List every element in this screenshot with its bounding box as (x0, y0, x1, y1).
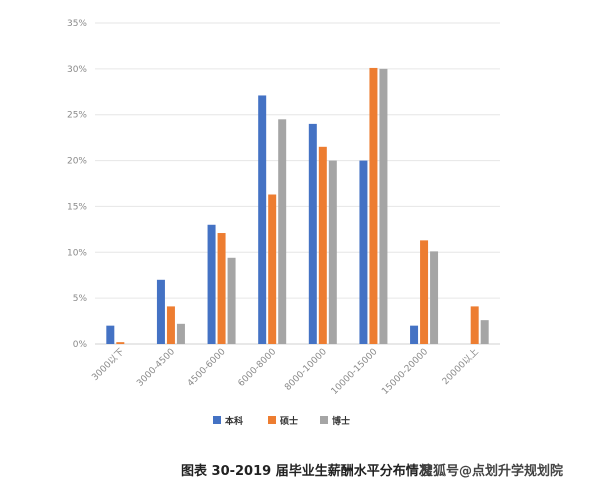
y-tick-label: 20% (67, 157, 87, 167)
legend-swatch-博士 (320, 416, 328, 424)
bars (106, 67, 489, 344)
bar-硕士-3000-4500 (166, 306, 175, 344)
y-axis-ticks: 0% 5% 10% 15% 20% 25% 30% 35% (67, 19, 87, 350)
bar-博士-10000-15000 (379, 68, 388, 344)
bar-本科-10000-15000 (359, 160, 368, 344)
bar-博士-6000-8000 (278, 119, 287, 344)
x-tick-label: 6000-8000 (237, 347, 279, 389)
y-tick-label: 30% (67, 65, 87, 75)
bar-硕士-6000-8000 (268, 194, 277, 344)
x-tick-label: 8000-10000 (283, 347, 329, 393)
gridlines (95, 22, 500, 345)
bar-硕士-8000-10000 (318, 146, 327, 344)
bar-博士-4500-6000 (227, 257, 236, 344)
y-tick-label: 0% (73, 340, 88, 350)
bar-博士-15000-20000 (430, 251, 439, 344)
legend-swatch-硕士 (268, 416, 276, 424)
x-tick-label: 10000-15000 (330, 347, 380, 397)
x-tick-label: 3000-4500 (135, 347, 177, 389)
y-tick-label: 15% (67, 202, 87, 212)
bar-本科-6000-8000 (258, 95, 267, 344)
bar-博士-8000-10000 (328, 160, 337, 344)
watermark: 搜狐号@点划升学规划院 (420, 464, 564, 479)
legend: 本科 硕士 博士 (213, 415, 350, 427)
bar-硕士-20000以上 (470, 306, 479, 344)
bar-本科-3000-4500 (156, 279, 165, 344)
bar-本科-8000-10000 (308, 123, 317, 344)
y-tick-label: 25% (67, 111, 87, 121)
y-tick-label: 35% (67, 19, 87, 29)
x-axis-ticks: 3000以下 3000-4500 4500-6000 6000-8000 8000-10… (90, 346, 480, 397)
bar-硕士-4500-6000 (217, 233, 226, 344)
bar-博士-3000-4500 (176, 323, 185, 344)
bar-硕士-10000-15000 (369, 67, 378, 344)
x-tick-label: 4500-6000 (186, 347, 228, 389)
legend-label: 博士 (332, 415, 350, 427)
legend-swatch-本科 (213, 416, 221, 424)
bar-博士-20000以上 (480, 320, 489, 344)
legend-label: 硕士 (280, 415, 298, 427)
bar-硕士-3000以下 (116, 342, 125, 344)
y-tick-label: 10% (67, 248, 87, 258)
bar-本科-3000以下 (106, 325, 115, 344)
figure-caption: 图表 30-2019 届毕业生薪酬水平分布情况 (181, 464, 432, 479)
x-tick-label: 15000-20000 (380, 347, 430, 397)
y-tick-label: 5% (73, 294, 88, 304)
x-tick-label: 3000以下 (90, 347, 126, 383)
legend-label: 本科 (225, 415, 243, 427)
x-tick-label: 20000以上 (440, 346, 481, 387)
bar-硕士-15000-20000 (420, 240, 429, 344)
bar-本科-15000-20000 (410, 325, 419, 344)
bar-本科-4500-6000 (207, 224, 216, 344)
